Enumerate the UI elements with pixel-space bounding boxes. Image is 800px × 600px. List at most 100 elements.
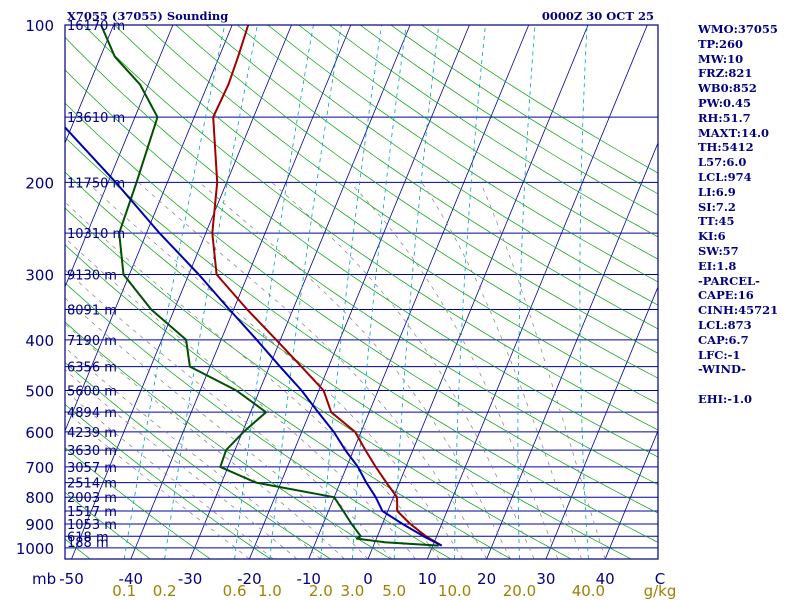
height-label: 3630 m bbox=[67, 444, 117, 459]
height-label: 10310 m bbox=[67, 227, 125, 242]
moist-adiabat-line bbox=[65, 237, 416, 559]
axis-labels: 0.1 0.2 0.6 1.0 2.0 3.0 5.0 10.0 20.0 40.0 g/kg 161… bbox=[16, 17, 677, 600]
index-item: LFC:-1 bbox=[698, 347, 741, 362]
mixing-ratio-line bbox=[393, 25, 440, 559]
index-item: EHI:-1.0 bbox=[698, 391, 753, 406]
mixing-ratio-label: 0.6 bbox=[223, 582, 247, 600]
moist-adiabat-line bbox=[199, 182, 511, 559]
isotherm-line bbox=[65, 25, 114, 145]
index-item: KI:6 bbox=[698, 229, 726, 244]
mixing-ratio-label: 5.0 bbox=[382, 582, 406, 600]
height-label: 2003 m bbox=[67, 491, 117, 506]
dry-adiabat-line bbox=[65, 69, 658, 486]
pressure-unit-label: mb bbox=[32, 570, 56, 588]
dry-adiabat-line bbox=[236, 25, 658, 306]
dry-adiabat-line bbox=[65, 491, 151, 559]
index-item bbox=[698, 377, 798, 392]
moist-adiabat-line bbox=[421, 182, 582, 559]
dry-adiabat-line bbox=[65, 362, 331, 559]
dry-adiabat-line bbox=[114, 25, 658, 405]
height-label: 188 m bbox=[67, 536, 109, 551]
dry-adiabat-line bbox=[267, 25, 658, 283]
isotherm-line bbox=[0, 25, 54, 559]
index-item: TH:5412 bbox=[698, 140, 754, 155]
temperature-tick-label: -20 bbox=[237, 570, 262, 588]
height-label: 5600 m bbox=[67, 385, 117, 400]
mixing-ratio-label: 10.0 bbox=[438, 582, 471, 600]
mixing-ratio-label: 20.0 bbox=[503, 582, 536, 600]
pressure-label: 300 bbox=[25, 266, 54, 284]
index-item: WMO:37055 bbox=[698, 22, 778, 36]
isotherm-line bbox=[604, 429, 658, 559]
dry-adiabat-line bbox=[65, 321, 391, 559]
index-item: RH:51.7 bbox=[698, 110, 751, 125]
background-grid bbox=[0, 25, 658, 559]
moist-adiabat-line bbox=[480, 182, 606, 559]
index-item: WB0:852 bbox=[698, 81, 757, 96]
temperature-tick-label: -40 bbox=[119, 570, 144, 588]
dry-adiabat-line bbox=[65, 207, 572, 559]
pressure-label: 1000 bbox=[16, 540, 54, 558]
sounding-profiles bbox=[65, 25, 443, 547]
mixing-ratio-unit: g/kg bbox=[644, 582, 677, 600]
mixing-ratio-line bbox=[269, 25, 342, 559]
height-label: 1517 m bbox=[67, 505, 117, 520]
moist-adiabat-line bbox=[65, 390, 274, 559]
index-item: -PARCEL- bbox=[698, 273, 760, 288]
height-label: 3057 m bbox=[67, 461, 117, 476]
index-item: LI:6.9 bbox=[698, 184, 736, 199]
index-item: EI:1.8 bbox=[698, 258, 737, 273]
index-item: TP:260 bbox=[698, 36, 744, 51]
index-item: MW:10 bbox=[698, 51, 744, 66]
temperature-tick-label: -50 bbox=[59, 570, 84, 588]
pressure-label: 200 bbox=[25, 174, 54, 192]
temperature-tick-label: 30 bbox=[536, 570, 555, 588]
isotherm-line bbox=[71, 25, 292, 559]
index-item: PW:0.45 bbox=[698, 95, 752, 110]
isotherm-line bbox=[189, 25, 411, 559]
parcel-profile bbox=[65, 125, 443, 547]
isotherm-line bbox=[426, 25, 648, 559]
dry-adiabat-line bbox=[65, 244, 512, 559]
height-label: 1053 m bbox=[67, 518, 117, 533]
mixing-ratio-label: 0.1 bbox=[112, 582, 136, 600]
pressure-label: 900 bbox=[25, 516, 54, 534]
isotherm-line bbox=[130, 25, 352, 559]
moist-adiabat-line bbox=[65, 297, 369, 559]
mixing-ratio-line bbox=[123, 25, 226, 559]
dry-adiabat-line bbox=[83, 25, 658, 431]
index-item: CAPE:16 bbox=[698, 288, 754, 303]
height-label: 7190 m bbox=[67, 334, 117, 349]
temperature-tick-label: 20 bbox=[477, 570, 496, 588]
valid-time: 0000Z 30 OCT 25 bbox=[542, 9, 654, 23]
dry-adiabat-line bbox=[65, 403, 271, 559]
mixing-ratio-line bbox=[320, 25, 382, 559]
height-label: 11750 m bbox=[67, 176, 125, 191]
pressure-label: 400 bbox=[25, 332, 54, 350]
isotherm-line bbox=[65, 25, 174, 288]
dry-adiabat-line bbox=[0, 25, 30, 559]
dry-adiabat-line bbox=[65, 447, 211, 559]
pressure-label: 600 bbox=[25, 424, 54, 442]
temperature-profile bbox=[211, 25, 443, 547]
dry-adiabat-line bbox=[206, 25, 658, 330]
moist-adiabat-line bbox=[138, 182, 487, 559]
index-item: MAXT:14.0 bbox=[698, 125, 769, 140]
temperature-tick-label: 40 bbox=[596, 570, 615, 588]
isotherm-line bbox=[249, 25, 470, 559]
index-item: LCL:974 bbox=[698, 169, 752, 184]
index-item: SI:7.2 bbox=[698, 199, 736, 214]
height-label: 4239 m bbox=[67, 426, 117, 441]
height-label: 16170 m bbox=[67, 19, 125, 34]
index-item: -WIND- bbox=[698, 362, 746, 377]
mixing-ratio-label: 40.0 bbox=[572, 582, 605, 600]
temperature-tick-label: -30 bbox=[178, 570, 203, 588]
isotherm-line bbox=[65, 25, 233, 432]
moist-adiabat-line bbox=[87, 182, 464, 559]
dewpoint-profile bbox=[100, 25, 439, 547]
moist-adiabat-line bbox=[65, 410, 250, 559]
moist-adiabat-line bbox=[349, 182, 559, 559]
dry-adiabat-line bbox=[144, 25, 658, 379]
height-label: 6356 m bbox=[67, 361, 117, 376]
